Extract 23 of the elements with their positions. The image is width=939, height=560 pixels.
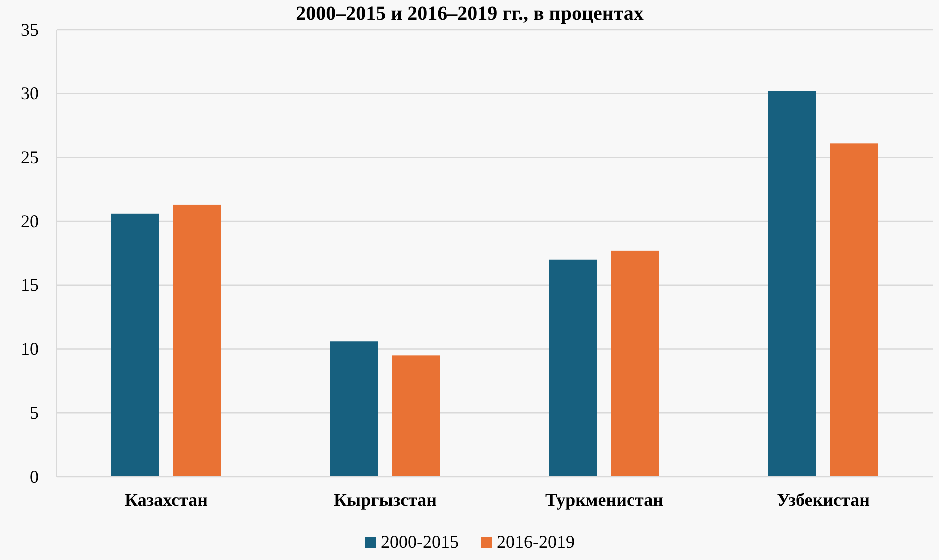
y-tick-label: 20: [21, 211, 39, 232]
y-tick-label: 5: [30, 402, 39, 423]
bar: [174, 204, 222, 477]
bar: [392, 356, 440, 477]
chart-title: 2000–2015 и 2016–2019 гг., в процентах: [296, 3, 644, 25]
y-tick-label: 10: [21, 339, 39, 360]
y-tick-label: 0: [30, 466, 39, 487]
bar: [330, 342, 378, 477]
y-tick-label: 25: [21, 147, 39, 168]
legend-label: 2016-2019: [497, 532, 575, 552]
bar: [768, 91, 816, 477]
legend-label: 2000-2015: [381, 532, 459, 552]
y-tick-label: 30: [21, 84, 39, 104]
bar: [830, 144, 878, 477]
x-tick-label: Узбекистан: [777, 490, 870, 510]
bar: [550, 260, 598, 477]
x-tick-label: Туркменистан: [546, 490, 664, 510]
x-tick-label: Казахстан: [125, 490, 208, 510]
y-tick-label: 15: [21, 275, 39, 296]
bar: [612, 250, 660, 477]
y-tick-label: 35: [21, 20, 39, 40]
x-tick-label: Кыргызстан: [334, 490, 437, 510]
bar: [112, 214, 160, 477]
